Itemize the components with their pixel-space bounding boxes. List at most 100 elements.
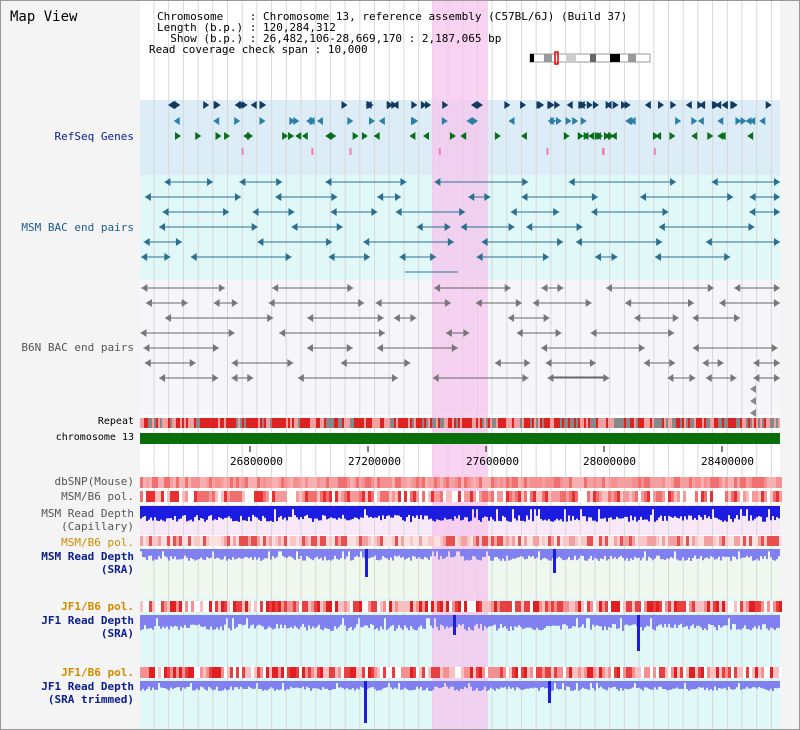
depth-bar <box>464 615 466 630</box>
depth-bar <box>640 615 642 627</box>
heat-cell <box>599 477 602 488</box>
depth-bar <box>612 615 614 624</box>
heat-cell <box>299 667 302 678</box>
depth-bar <box>592 681 594 689</box>
depth-bar <box>264 615 266 630</box>
gene-glyph <box>745 117 752 125</box>
depth-bar <box>580 615 582 627</box>
heat-cell <box>383 536 386 546</box>
depth-bar <box>392 549 394 561</box>
depth-bar <box>308 615 310 626</box>
repeat-mark <box>638 418 640 428</box>
depth-bar <box>582 506 584 517</box>
depth-bar <box>476 615 478 624</box>
heat-cell <box>764 667 767 678</box>
heat-cell <box>674 477 677 488</box>
repeat-mark <box>576 418 578 428</box>
depth-bar <box>530 615 532 628</box>
depth-bar <box>530 681 532 688</box>
heat-cell <box>716 536 719 546</box>
depth-bar <box>618 681 620 691</box>
heat-cell <box>314 536 317 546</box>
heat-cell <box>344 536 347 546</box>
depth-bar <box>532 615 534 630</box>
heat-cell <box>404 491 407 502</box>
heat-cell <box>440 536 443 546</box>
heat-cell <box>554 491 557 502</box>
repeat-mark <box>222 418 224 428</box>
depth-bar <box>430 681 432 691</box>
depth-bar <box>188 506 190 521</box>
heat-cell <box>758 477 761 488</box>
repeat-mark <box>514 418 516 428</box>
heat-cell <box>146 491 149 502</box>
depth-bar <box>296 506 298 518</box>
depth-bar <box>244 549 246 558</box>
depth-bar <box>486 549 488 552</box>
depth-bar <box>632 549 634 560</box>
gene-glyph <box>410 314 417 322</box>
gene-glyph <box>416 223 423 231</box>
heat-cell <box>191 477 194 488</box>
gene-glyph <box>638 344 645 352</box>
depth-bar <box>382 506 384 516</box>
gene-glyph <box>213 101 220 109</box>
heat-cell <box>386 477 389 488</box>
heat-cell <box>512 667 515 678</box>
depth-bar <box>556 615 558 626</box>
depth-bar <box>202 549 204 560</box>
heat-cell <box>455 491 458 502</box>
depth-bar <box>542 506 544 521</box>
heat-cell <box>626 667 629 678</box>
depth-bar <box>494 549 496 558</box>
heat-cell <box>659 536 662 546</box>
heat-cell <box>485 667 488 678</box>
gene-glyph <box>774 359 780 367</box>
heat-cell <box>272 601 275 612</box>
depth-spike <box>453 615 456 635</box>
depth-bar <box>650 549 652 559</box>
heat-cell <box>347 601 350 612</box>
depth-bar <box>144 615 146 626</box>
gene-glyph <box>774 208 780 216</box>
heat-cell <box>488 491 491 502</box>
depth-bar <box>704 615 706 629</box>
heat-cell <box>143 491 146 502</box>
gene-glyph <box>515 299 522 307</box>
depth-bar <box>208 681 210 687</box>
depth-bar <box>718 549 720 557</box>
gene-glyph <box>190 253 197 261</box>
gene-glyph <box>231 299 238 307</box>
depth-bar <box>268 615 270 627</box>
depth-bar <box>200 549 202 558</box>
heat-cell <box>569 536 572 546</box>
depth-bar <box>458 615 460 625</box>
heat-cell <box>470 536 473 546</box>
repeat-mark <box>748 418 750 428</box>
heat-cell <box>710 667 713 678</box>
heat-cell <box>674 491 677 502</box>
depth-bar <box>564 549 566 560</box>
depth-bar <box>190 549 192 559</box>
heat-cell <box>554 667 557 678</box>
depth-spike <box>637 615 640 651</box>
repeat-mark <box>550 418 552 428</box>
b6n-bac-label: B6N BAC end pairs <box>21 341 134 354</box>
gene-glyph <box>213 299 220 307</box>
heat-cell <box>398 667 401 678</box>
depth-bar <box>658 506 660 518</box>
depth-bar <box>158 549 160 557</box>
heat-cell <box>224 667 227 678</box>
heat-cell <box>515 667 518 678</box>
heat-cell <box>614 491 617 502</box>
heat-cell <box>383 477 386 488</box>
heat-cell <box>326 477 329 488</box>
heat-cell <box>152 536 155 546</box>
depth-bar <box>264 549 266 559</box>
heat-cell <box>659 667 662 678</box>
depth-bar <box>346 549 348 557</box>
depth-bar <box>230 615 232 631</box>
gene-glyph <box>223 208 230 216</box>
heat-cell <box>158 667 161 678</box>
